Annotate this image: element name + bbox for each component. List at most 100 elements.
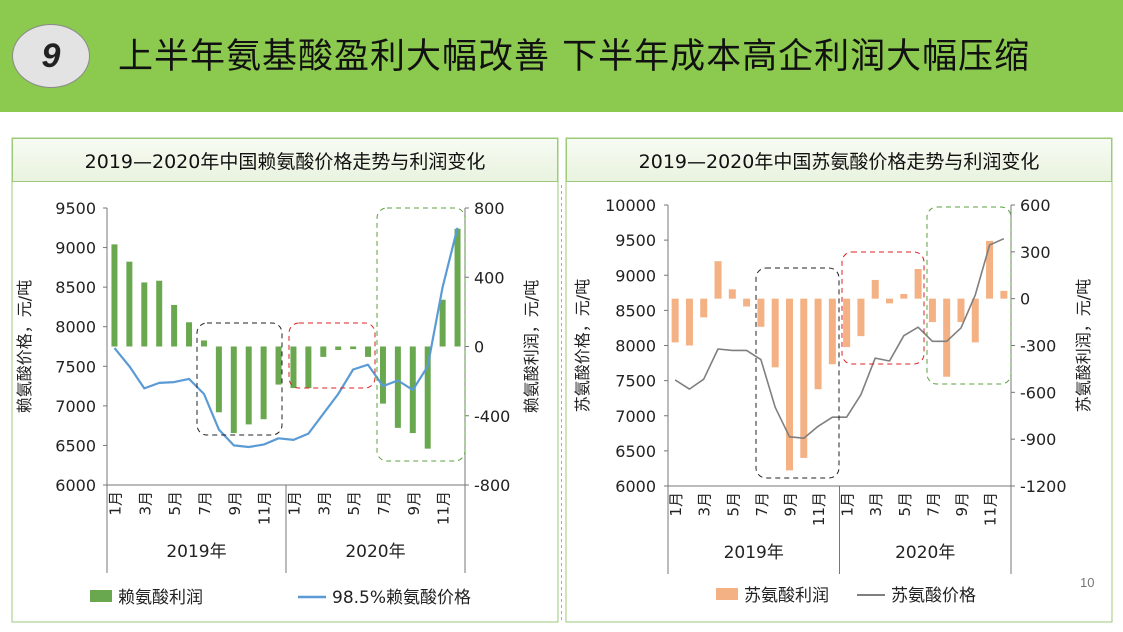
- threonine-profit-bar: [857, 298, 865, 337]
- lysine-profit-bar: [350, 346, 357, 350]
- threonine-profit-bar: [957, 298, 965, 323]
- lysine-month-label: 11月: [435, 491, 453, 525]
- lysine-profit-bar: [365, 346, 372, 357]
- threonine-legend-line-label: 苏氨酸价格: [891, 586, 976, 606]
- lysine-profit-bar: [215, 346, 222, 413]
- page-number: 10: [1080, 575, 1095, 590]
- lysine-month-label: 3月: [136, 491, 154, 516]
- lysine-profit-bar: [394, 346, 401, 428]
- lysine-month-label: 7月: [375, 491, 393, 516]
- lysine-profit-bar: [126, 261, 133, 347]
- lysine-profit-bar: [171, 304, 178, 347]
- threonine-left-tick-label: 7000: [615, 407, 656, 426]
- threonine-right-tick-label: -1200: [1020, 477, 1067, 496]
- threonine-right-axis-title: 苏氨酸利润，元/吨: [1074, 279, 1093, 412]
- threonine-legend-bar-label: 苏氨酸利润: [744, 586, 829, 606]
- lysine-month-label: 9月: [405, 491, 423, 516]
- lysine-right-tick-label: -400: [474, 407, 510, 426]
- lysine-profit-bar: [156, 280, 163, 347]
- lysine-left-tick-label: 6000: [55, 476, 96, 495]
- threonine-profit-bar: [700, 298, 708, 318]
- lysine-highlight-box: [288, 322, 376, 389]
- lysine-profit-bar: [111, 244, 118, 347]
- lysine-highlight-box: [196, 322, 283, 436]
- threonine-month-label: 5月: [896, 492, 914, 517]
- lysine-legend-line-label: 98.5%赖氨酸价格: [332, 588, 471, 608]
- lysine-profit-bar: [245, 346, 252, 425]
- threonine-profit-bar: [828, 298, 836, 365]
- threonine-profit-bar: [928, 298, 936, 323]
- lysine-left-tick-label: 9000: [55, 239, 96, 258]
- lysine-right-tick-label: 800: [474, 199, 505, 218]
- threonine-highlight-box: [841, 251, 925, 365]
- page-title: 上半年氨基酸盈利大幅改善 下半年成本高企利润大幅压缩: [118, 37, 1031, 77]
- lysine-profit-bar: [335, 346, 342, 350]
- lysine-left-tick-label: 8500: [55, 278, 96, 297]
- lysine-legend-bar-swatch: [90, 590, 112, 602]
- lysine-month-label: 5月: [345, 491, 363, 516]
- threonine-year-label: 2019年: [724, 543, 784, 563]
- threonine-profit-bar: [800, 298, 808, 458]
- threonine-month-label: 9月: [953, 492, 971, 517]
- threonine-left-tick-label: 8000: [615, 337, 656, 356]
- lysine-right-axis-title: 赖氨酸利润，元/吨: [522, 280, 541, 413]
- lysine-profit-bar: [439, 299, 446, 347]
- lysine-right-tick-label: 0: [474, 338, 484, 357]
- threonine-profit-bar: [814, 298, 822, 390]
- lysine-left-tick-label: 7000: [55, 397, 96, 416]
- threonine-left-tick-label: 7500: [615, 372, 656, 391]
- threonine-left-tick-label: 10000: [605, 196, 656, 215]
- threonine-right-tick-label: 600: [1020, 196, 1051, 215]
- lysine-month-label: 1月: [285, 491, 303, 516]
- threonine-year-label: 2020年: [895, 543, 955, 563]
- threonine-month-label: 1月: [667, 492, 685, 517]
- threonine-profit-bar: [685, 298, 693, 346]
- threonine-profit-bar: [843, 298, 851, 348]
- threonine-profit-bar: [743, 298, 751, 307]
- threonine-profit-bar: [671, 298, 679, 343]
- threonine-left-tick-label: 6000: [615, 477, 656, 496]
- lysine-profit-bar: [290, 346, 297, 389]
- header-banner: 9 上半年氨基酸盈利大幅改善 下半年成本高企利润大幅压缩: [0, 0, 1123, 112]
- threonine-chart-title: 2019—2020年中国苏氨酸价格走势与利润变化: [566, 138, 1112, 182]
- threonine-right-tick-label: -900: [1020, 430, 1056, 449]
- threonine-profit-bar: [714, 261, 722, 299]
- lysine-left-tick-label: 7500: [55, 357, 96, 376]
- threonine-right-tick-label: -300: [1020, 337, 1056, 356]
- threonine-right-tick-label: 300: [1020, 243, 1051, 262]
- section-number-badge: 9: [12, 24, 90, 88]
- lysine-month-label: 11月: [256, 491, 274, 525]
- lysine-month-label: 5月: [166, 491, 184, 516]
- lysine-profit-bar: [230, 346, 237, 434]
- threonine-month-label: 11月: [810, 492, 828, 526]
- threonine-profit-bar: [886, 298, 894, 304]
- lysine-right-tick-label: -800: [474, 476, 510, 495]
- threonine-profit-bar: [900, 293, 908, 299]
- lysine-month-label: 1月: [106, 491, 124, 516]
- threonine-profit-bar: [757, 298, 765, 327]
- lysine-left-tick-label: 8000: [55, 318, 96, 337]
- lysine-left-axis-title: 赖氨酸价格，元/吨: [15, 280, 34, 413]
- threonine-panel-frame: [565, 137, 1113, 623]
- threonine-profit-bar: [771, 298, 779, 368]
- lysine-profit-bar: [320, 346, 327, 357]
- threonine-month-label: 7月: [924, 492, 942, 517]
- lysine-left-tick-label: 6500: [55, 436, 96, 455]
- lysine-profit-bar: [186, 322, 193, 347]
- threonine-month-label: 1月: [839, 492, 857, 517]
- lysine-profit-bar: [260, 346, 267, 420]
- lysine-chart-title: 2019—2020年中国赖氨酸价格走势与利润变化: [12, 138, 558, 182]
- threonine-profit-bar: [986, 240, 994, 299]
- threonine-right-tick-label: -600: [1020, 383, 1056, 402]
- lysine-month-label: 3月: [315, 491, 333, 516]
- threonine-highlight-box: [926, 206, 1012, 385]
- lysine-right-tick-label: 400: [474, 268, 505, 287]
- lysine-left-tick-label: 9500: [55, 199, 96, 218]
- lysine-profit-bar: [275, 346, 282, 385]
- threonine-left-tick-label: 6500: [615, 442, 656, 461]
- threonine-profit-bar: [943, 298, 951, 377]
- threonine-month-label: 9月: [781, 492, 799, 517]
- threonine-left-tick-label: 8500: [615, 301, 656, 320]
- lysine-profit-bar: [379, 346, 386, 404]
